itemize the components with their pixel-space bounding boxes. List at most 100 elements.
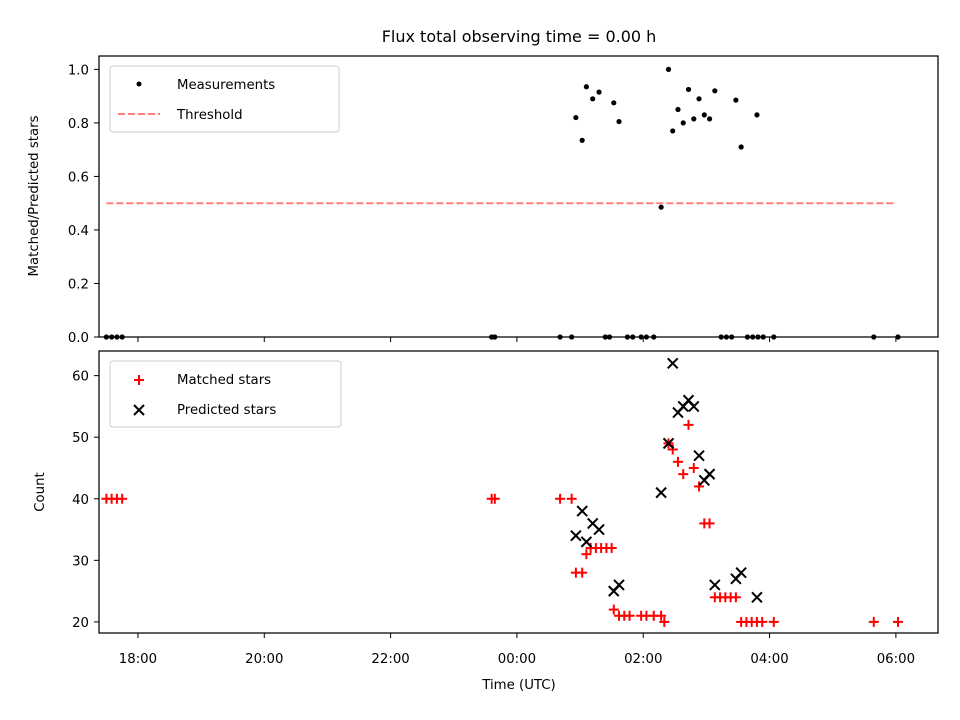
x-axis-label: Time (UTC) [481,678,556,693]
matched-legend-glyph [134,375,144,385]
legend-matched-marker [134,375,144,385]
measurement-point [754,112,760,118]
bottom-y-tick-label: 60 [72,370,89,385]
top-panel: 0.0 0.2 0.4 0.6 0.8 1.0 Matched/Predicted sta… [27,55,939,346]
predicted-star-point [667,357,679,370]
measurement-point [691,116,697,122]
matched-star-point [581,549,592,560]
matched-star-point [659,616,670,627]
predicted-star-point [693,449,705,462]
bottom-legend: Matched stars Predicted stars [109,360,342,428]
bottom-axes-frame [98,350,939,634]
x-tick-label: 04:00 [750,652,788,667]
measurement-point [658,204,664,210]
top-y-tick-label: 1.0 [68,63,89,78]
legend-predicted-label: Predicted stars [177,403,276,418]
measurement-point [685,86,692,93]
top-y-tick-label: 0.0 [68,331,89,346]
predicted-star-point [662,437,675,450]
matched-star-point [892,616,903,627]
matched-star-point [656,610,667,621]
top-y-tick-label: 0.6 [68,170,89,185]
matched-star-point [768,616,779,627]
x-tick-label: 18:00 [119,652,157,667]
chart-title: Flux total observing time = 0.00 h [382,27,657,46]
x-tick-label: 06:00 [877,652,915,667]
bottom-plot-area [101,357,903,627]
top-y-tick-label: 0.2 [68,277,89,292]
matched-star-point [704,518,715,529]
measurement-point [712,88,718,94]
bottom-y-tick-label: 20 [72,616,89,631]
bottom-y-tick-label: 50 [72,431,89,446]
matched-star-point [489,493,500,504]
measurement-point [583,84,589,90]
measurement-point [696,96,702,102]
predicted-legend-glyph [133,404,145,416]
matched-star-point [624,610,635,621]
x-tick-label: 22:00 [371,652,409,667]
legend-measurements-marker [136,81,142,87]
measurement-point [596,89,602,95]
measurement-point [590,96,596,102]
predicted-star-point [580,536,593,548]
bottom-y-ticks: 20 30 40 50 60 [72,370,99,631]
measurement-point [611,100,617,106]
top-legend: Measurements Threshold [109,65,340,133]
measurement-point [701,112,707,118]
predicted-star-point [709,579,721,591]
legend-measurements-label: Measurements [177,78,275,93]
matched-star-point [672,456,683,467]
predicted-star-point [593,523,605,536]
matched-star-point [678,469,689,480]
matched-star-point [688,462,699,473]
measurement-point [738,144,744,150]
bottom-y-tick-label: 40 [72,493,89,508]
matched-star-point [868,616,879,627]
top-y-axis-label: Matched/Predicted stars [27,115,42,276]
legend-matched-label: Matched stars [177,373,271,388]
measurement-point [573,114,579,121]
measurement-point [670,128,676,134]
predicted-star-point [688,400,700,413]
matched-star-point [694,481,705,492]
measurement-point [733,97,739,103]
matched-star-point [606,543,617,554]
top-axes-frame [98,55,939,338]
measurement-point [665,66,672,72]
top-x-ticks [137,337,897,342]
matched-star-point [566,493,577,504]
matched-star-point [683,419,694,430]
top-y-tick-label: 0.8 [68,117,89,132]
top-y-tick-label: 0.4 [68,224,89,239]
bottom-y-axis-label: Count [33,472,48,512]
matched-star-point [117,493,128,504]
measurement-point [579,137,585,143]
predicted-star-point [751,591,763,603]
matched-star-point [577,567,588,578]
predicted-star-point [576,505,588,517]
predicted-star-point [613,579,625,591]
x-tick-label: 00:00 [498,652,536,667]
measurement-point [675,106,681,113]
predicted-star-point [735,566,747,579]
bottom-legend-box [109,360,342,428]
top-legend-box [109,65,340,133]
measurement-point [616,118,622,125]
x-tick-label: 02:00 [624,652,662,667]
legend-predicted-marker [133,404,145,416]
bottom-x-ticks: 18:00 20:00 22:00 00:00 02:00 04:00 06:00 [119,633,915,667]
bottom-y-tick-label: 30 [72,554,89,569]
matched-star-point [730,592,741,603]
measurement-point [680,120,686,126]
matched-star-point [555,493,566,504]
predicted-star-point [703,468,716,480]
matched-star-point [608,604,619,615]
predicted-star-point [570,530,582,542]
predicted-star-point [655,486,667,499]
top-y-ticks: 0.0 0.2 0.4 0.6 0.8 1.0 [68,63,99,346]
measurement-point [706,116,713,122]
x-tick-label: 20:00 [245,652,283,667]
bottom-panel: 20 30 40 50 60 18:00 20:00 22:00 00:00 02:00 04:0… [33,350,939,693]
